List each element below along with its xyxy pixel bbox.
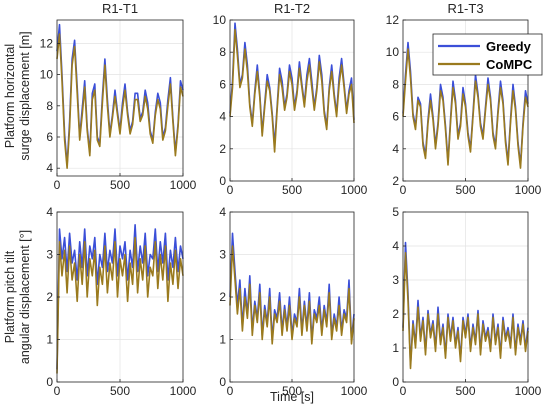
x-tick-label: 0 — [54, 178, 61, 192]
y-tick-label: 2 — [46, 290, 53, 304]
x-tick-label: 0 — [400, 384, 407, 398]
y-tick-label: 0 — [392, 375, 399, 389]
y-tick-label: 2 — [219, 142, 226, 156]
y-tick-label: 3 — [46, 248, 53, 262]
pitch-r1-t2-series-compc — [229, 245, 355, 345]
x-tick-label: 0 — [227, 183, 234, 197]
y-tick-label: 6 — [219, 77, 226, 91]
pitch-r1-t3-series-compc — [402, 252, 529, 370]
x-tick-label: 500 — [110, 384, 130, 398]
ylabel-top-line2: surge displacement [m] — [18, 31, 32, 160]
legend-label-greedy: Greedy — [486, 39, 532, 54]
y-tick-label: 12 — [386, 13, 400, 27]
x-tick-label: 0 — [400, 183, 407, 197]
y-tick-label: 0 — [46, 375, 53, 389]
y-tick-label: 2 — [219, 290, 226, 304]
y-tick-label: 8 — [46, 99, 53, 113]
x-tick-label: 1000 — [341, 183, 368, 197]
y-tick-label: 2 — [392, 174, 399, 188]
legend-box — [432, 33, 543, 76]
surge-r1-t2-panel: 0 500 1000 0 2 4 6 8 10 R1-T2 — [213, 1, 368, 197]
y-tick-label: 6 — [392, 110, 399, 124]
y-tick-label: 10 — [213, 13, 227, 27]
y-tick-label: 2 — [392, 307, 399, 321]
x-tick-label: 1000 — [515, 183, 542, 197]
ylabel-bottom-line2: angular displacement [°] — [18, 230, 32, 364]
ylabel-bottom-line1: Platform pitch tilt — [3, 250, 17, 343]
surge-r1-t3-series-compc — [402, 48, 529, 169]
surge-r1-t1-panel: 0 500 1000 4 6 8 10 12 R1-T1 — [40, 1, 197, 192]
surge-r1-t3-panel: 0 500 1000 2 4 6 8 10 12 R1-T3 — [386, 1, 542, 197]
y-tick-label: 4 — [46, 205, 53, 219]
y-tick-label: 0 — [219, 174, 226, 188]
y-tick-label: 1 — [219, 333, 226, 347]
y-tick-label: 8 — [219, 45, 226, 59]
y-tick-label: 4 — [219, 205, 226, 219]
pitch-r1-t1-panel: 0 500 1000 0 1 2 3 4 — [46, 205, 196, 398]
x-tick-label: 500 — [282, 183, 302, 197]
surge-r1-t3-title: R1-T3 — [447, 1, 483, 16]
y-tick-label: 5 — [392, 205, 399, 219]
x-tick-label: 500 — [455, 384, 475, 398]
y-tick-label: 1 — [392, 341, 399, 355]
y-tick-label: 10 — [386, 45, 400, 59]
x-tick-label: 1000 — [515, 384, 542, 398]
x-tick-label: 500 — [455, 183, 475, 197]
surge-r1-t2-series-compc — [229, 28, 355, 153]
x-tick-label: 500 — [282, 384, 302, 398]
legend-label-compc: CoMPC — [486, 57, 533, 72]
surge-r1-t2-title: R1-T2 — [274, 1, 310, 16]
pitch-r1-t1-series-compc — [56, 236, 184, 374]
x-tick-label: 1000 — [170, 384, 197, 398]
pitch-r1-t3-panel: 0 500 1000 0 1 2 3 4 5 — [392, 205, 541, 398]
y-tick-label: 4 — [392, 142, 399, 156]
x-tick-label: 500 — [110, 178, 130, 192]
x-tick-label: 0 — [54, 384, 61, 398]
y-tick-label: 6 — [46, 130, 53, 144]
y-tick-label: 3 — [392, 273, 399, 287]
y-tick-label: 10 — [40, 68, 54, 82]
y-tick-label: 4 — [46, 161, 53, 175]
y-tick-label: 4 — [392, 239, 399, 253]
y-tick-label: 12 — [40, 36, 54, 50]
xlabel: Time [s] — [270, 390, 314, 404]
y-tick-label: 1 — [46, 333, 53, 347]
y-tick-label: 8 — [392, 77, 399, 91]
surge-r1-t1-series-compc — [56, 33, 184, 169]
y-tick-label: 3 — [219, 248, 226, 262]
x-tick-label: 0 — [227, 384, 234, 398]
y-tick-label: 4 — [219, 110, 226, 124]
x-tick-label: 1000 — [341, 384, 368, 398]
surge-r1-t1-title: R1-T1 — [102, 1, 138, 16]
x-tick-label: 1000 — [170, 178, 197, 192]
pitch-r1-t1-series-greedy — [56, 224, 184, 370]
ylabel-top-line1: Platform horizontal — [3, 44, 17, 148]
legend: Greedy CoMPC — [432, 33, 543, 76]
y-tick-label: 0 — [219, 375, 226, 389]
pitch-r1-t2-panel: 0 500 1000 0 1 2 3 4 — [219, 205, 367, 398]
